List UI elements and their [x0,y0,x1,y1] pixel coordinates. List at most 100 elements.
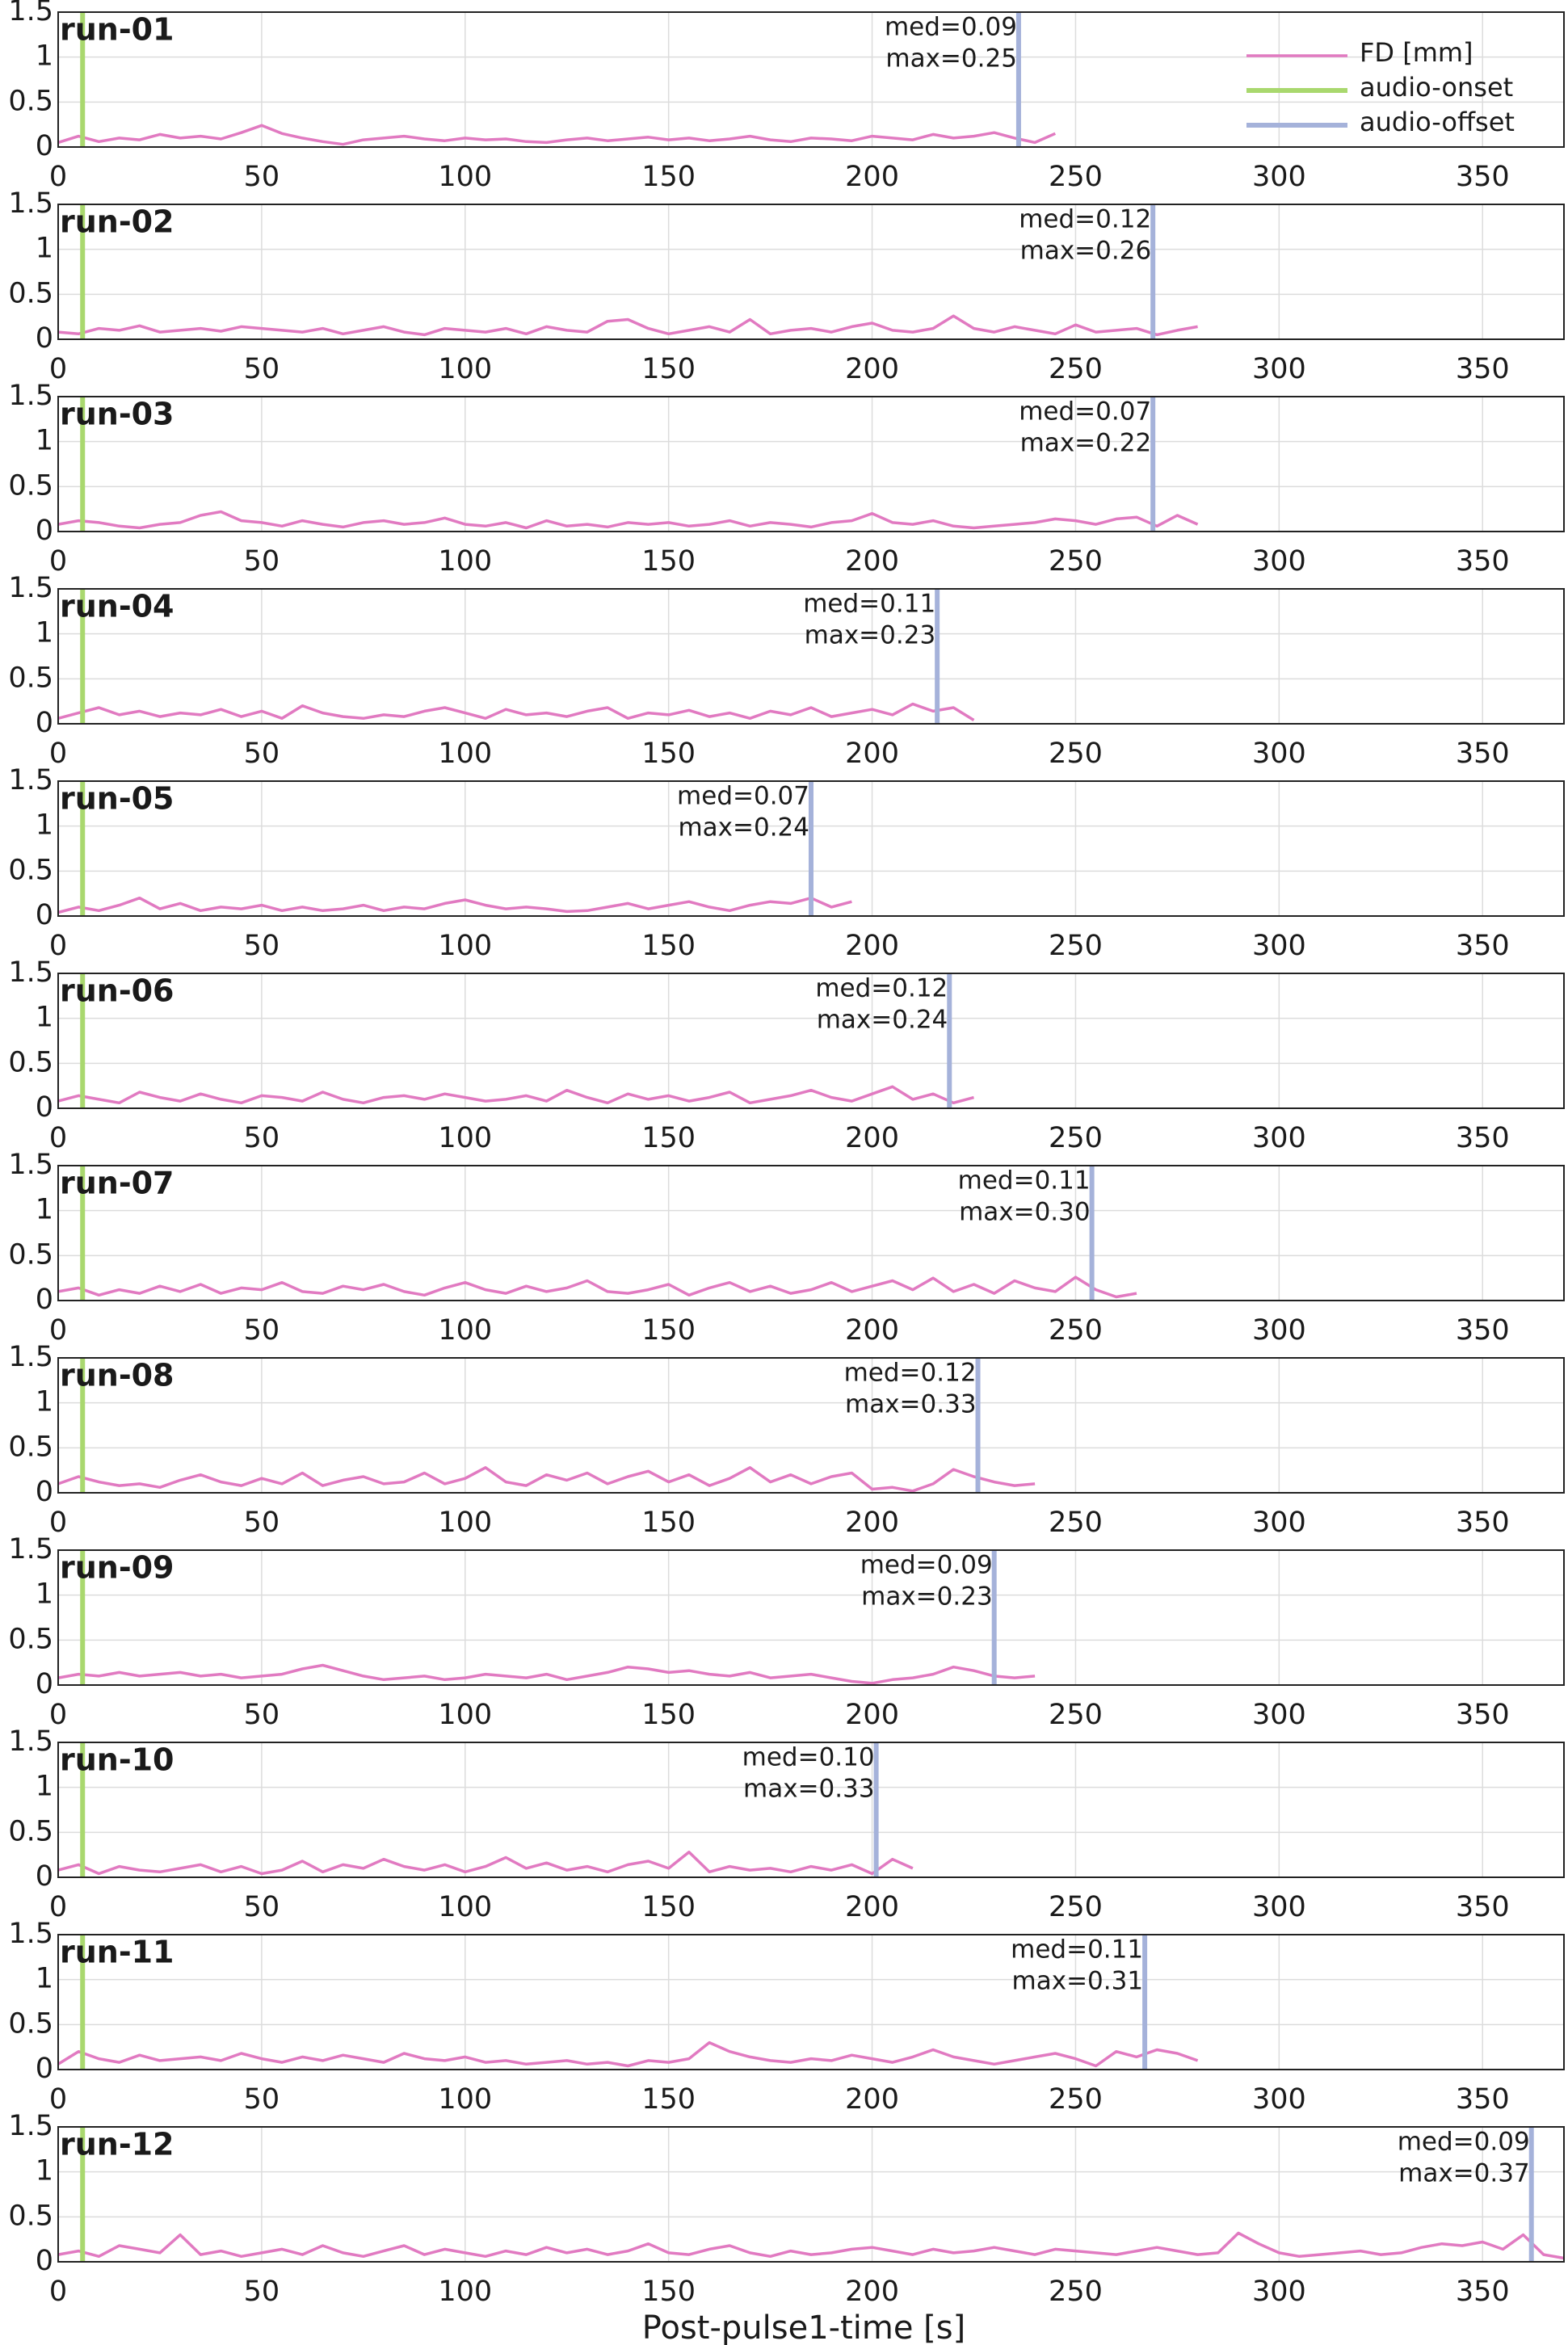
x-tick-label: 150 [641,161,696,193]
y-tick-label: 0.5 [8,85,53,117]
y-tick-label: 1 [36,425,53,457]
x-tick-label: 100 [438,1891,492,1923]
axes-frame [57,1934,1565,2070]
y-tick-label: 0 [36,1476,53,1508]
axes-frame [57,204,1565,340]
annotation: max=0.24 [678,813,809,843]
x-tick-label: 350 [1456,161,1510,193]
y-tick-label: 0 [36,322,53,355]
x-tick-label: 250 [1049,738,1103,770]
axes-background [58,204,1564,339]
annotation: max=0.37 [1398,2159,1530,2188]
x-tick-label: 50 [244,161,280,193]
y-tick-label: 0 [36,2053,53,2085]
fd-line [57,702,975,721]
y-tick-label: 1 [36,1963,53,1995]
x-tick-label: 250 [1049,1314,1103,1347]
y-tick-label: 1.5 [8,0,53,27]
y-tick-label: 1.5 [8,764,53,796]
x-tick-label: 0 [49,2083,67,2116]
y-tick-label: 0 [36,515,53,547]
annotation: med=0.09 [860,1551,993,1580]
y-tick-label: 0.5 [8,2200,53,2232]
x-tick-label: 300 [1252,1122,1306,1154]
panel-title: run-03 [60,397,174,432]
axes-frame [57,1742,1565,1878]
annotation: med=0.07 [677,782,809,811]
y-tick-label: 1.5 [8,2110,53,2142]
x-tick-label: 0 [49,1314,67,1347]
panel-title: run-09 [60,1550,174,1586]
y-tick-label: 0.5 [8,1238,53,1271]
y-tick-label: 1.5 [8,1533,53,1565]
y-tick-label: 1 [36,40,53,73]
x-tick-label: 200 [845,1122,899,1154]
fd-line [57,1275,1137,1299]
x-tick-label: 350 [1456,1314,1510,1347]
x-tick-label: 0 [49,545,67,578]
annotation: med=0.11 [803,590,935,619]
x-tick-label: 0 [49,1699,67,1731]
x-tick-label: 200 [845,1699,899,1731]
annotation: max=0.26 [1020,237,1152,266]
panel-title: run-07 [60,1166,174,1201]
y-tick-label: 0.5 [8,277,53,309]
x-tick-label: 0 [49,1507,67,1539]
fd-line [57,314,1198,337]
y-tick-label: 1 [36,1771,53,1803]
x-tick-label: 350 [1456,1891,1510,1923]
y-tick-label: 0 [36,130,53,162]
fd-line [57,1466,1036,1493]
panel-title: run-11 [60,1935,174,1970]
x-tick-label: 200 [845,930,899,962]
x-tick-label: 50 [244,738,280,770]
y-tick-label: 0 [36,1284,53,1316]
y-tick-label: 1.5 [8,187,53,220]
annotation: max=0.30 [959,1198,1091,1227]
y-tick-label: 1 [36,1578,53,1611]
axes-frame [57,1165,1565,1301]
axes-frame [57,396,1565,532]
fd-line [57,896,852,914]
x-tick-label: 300 [1252,738,1306,770]
annotation: med=0.09 [1398,2128,1530,2157]
x-tick-label: 200 [845,1891,899,1923]
x-tick-label: 300 [1252,1699,1306,1731]
panel-title: run-08 [60,1358,174,1393]
y-tick-label: 0.5 [8,854,53,886]
x-tick-label: 50 [244,545,280,578]
y-tick-label: 0 [36,899,53,931]
x-tick-label: 150 [641,1891,696,1923]
x-tick-label: 300 [1252,2276,1306,2308]
fd-line [57,1851,914,1876]
x-tick-label: 200 [845,1507,899,1539]
annotation: max=0.33 [845,1390,977,1419]
x-tick-label: 350 [1456,1122,1510,1154]
annotation: max=0.23 [861,1582,993,1612]
x-tick-label: 300 [1252,1891,1306,1923]
x-tick-label: 0 [49,1891,67,1923]
annotation: max=0.33 [743,1775,875,1804]
axes-background [58,1742,1564,1877]
y-tick-label: 0.5 [8,1046,53,1078]
x-tick-label: 200 [845,161,899,193]
panel-title: run-06 [60,973,174,1009]
x-tick-label: 350 [1456,545,1510,578]
x-tick-label: 250 [1049,1507,1103,1539]
y-tick-label: 1.5 [8,956,53,989]
x-tick-label: 200 [845,738,899,770]
x-tick-label: 100 [438,738,492,770]
x-tick-label: 300 [1252,930,1306,962]
x-tick-label: 100 [438,2083,492,2116]
axes-background [58,397,1564,532]
x-tick-label: 150 [641,1507,696,1539]
x-tick-label: 100 [438,161,492,193]
x-tick-label: 0 [49,1122,67,1154]
panel-title: run-01 [60,12,174,48]
axes-frame [57,588,1565,725]
annotation: max=0.22 [1020,429,1152,458]
x-tick-label: 0 [49,2276,67,2308]
x-tick-label: 150 [641,545,696,578]
y-tick-label: 1 [36,617,53,649]
